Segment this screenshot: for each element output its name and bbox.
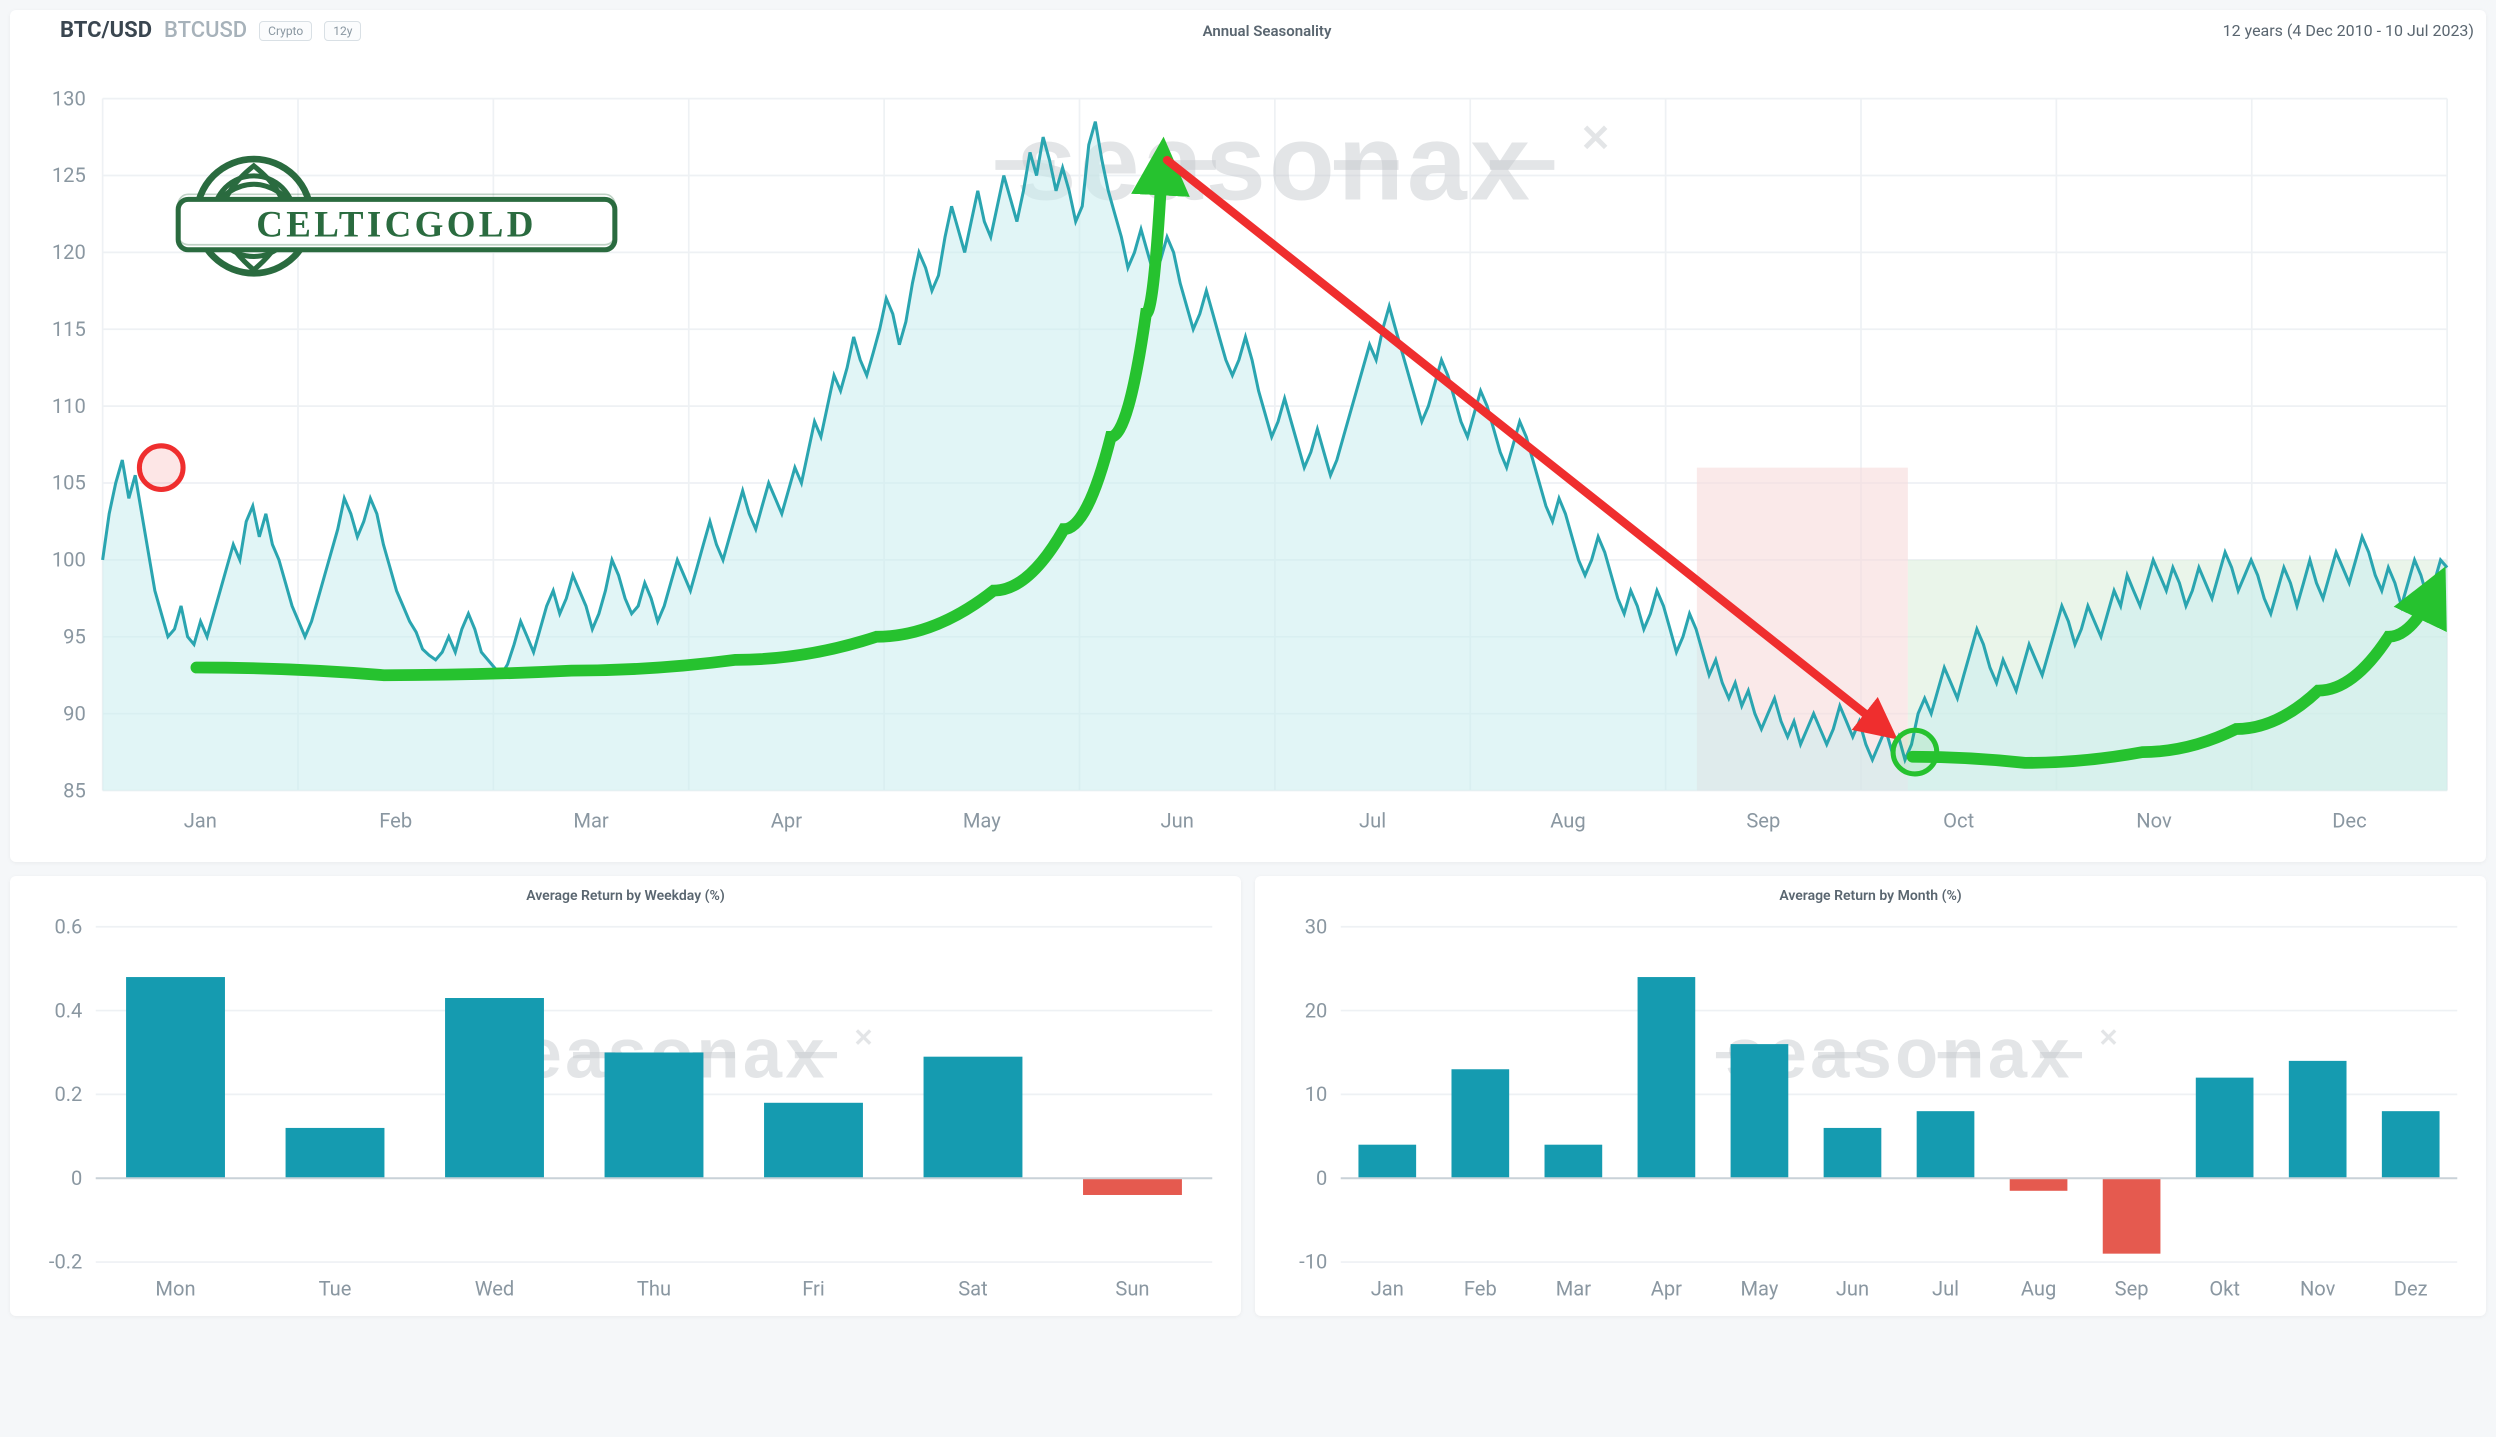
svg-text:Wed: Wed xyxy=(475,1276,515,1300)
svg-text:105: 105 xyxy=(52,471,86,495)
month-panel: Average Return by Month (%) -100102030se… xyxy=(1255,876,2486,1316)
svg-text:Sun: Sun xyxy=(1115,1276,1149,1300)
svg-text:Nov: Nov xyxy=(2136,808,2172,832)
svg-text:95: 95 xyxy=(63,624,86,648)
svg-text:130: 130 xyxy=(52,86,86,110)
svg-text:Fri: Fri xyxy=(802,1276,825,1300)
svg-text:Sep: Sep xyxy=(2115,1276,2149,1300)
svg-text:Mon: Mon xyxy=(155,1276,195,1300)
svg-text:Jan: Jan xyxy=(184,808,217,832)
weekday-chart: -0.200.20.40.6seasonax✕MonTueWedThuFriSa… xyxy=(22,910,1229,1312)
svg-text:May: May xyxy=(1741,1276,1779,1300)
svg-text:Nov: Nov xyxy=(2300,1276,2336,1300)
seasonality-panel: BTC/USD BTCUSD Crypto 12y Annual Seasona… xyxy=(10,10,2486,862)
svg-text:Apr: Apr xyxy=(1651,1276,1682,1300)
svg-text:Sat: Sat xyxy=(958,1276,987,1300)
svg-text:125: 125 xyxy=(52,163,86,187)
svg-text:CELTICGOLD: CELTICGOLD xyxy=(256,203,537,244)
svg-text:✕: ✕ xyxy=(1580,117,1615,159)
svg-text:100: 100 xyxy=(52,548,86,572)
svg-text:Sep: Sep xyxy=(1746,808,1780,832)
chart-header: BTC/USD BTCUSD Crypto 12y Annual Seasona… xyxy=(60,18,2474,43)
svg-text:Jul: Jul xyxy=(1359,808,1386,832)
svg-text:120: 120 xyxy=(52,240,86,264)
weekday-title: Average Return by Weekday (%) xyxy=(22,888,1229,904)
svg-text:0: 0 xyxy=(71,1166,82,1190)
svg-text:85: 85 xyxy=(63,778,86,802)
svg-text:Aug: Aug xyxy=(2021,1276,2056,1300)
svg-text:Tue: Tue xyxy=(319,1276,352,1300)
svg-text:Dec: Dec xyxy=(2332,808,2366,832)
svg-text:20: 20 xyxy=(1305,998,1328,1022)
svg-text:-0.2: -0.2 xyxy=(49,1249,82,1273)
svg-text:115: 115 xyxy=(52,317,86,341)
svg-text:0.2: 0.2 xyxy=(54,1082,82,1106)
svg-text:Jul: Jul xyxy=(1932,1276,1959,1300)
svg-text:✕: ✕ xyxy=(2098,1025,2122,1052)
svg-text:90: 90 xyxy=(63,701,86,725)
svg-text:Jun: Jun xyxy=(1836,1276,1869,1300)
svg-text:Thu: Thu xyxy=(637,1276,671,1300)
seasonality-chart: 85 90 95 100 105 110 115 120 125 130 Jan Feb Mar Apr M… xyxy=(22,18,2474,858)
svg-text:Aug: Aug xyxy=(1550,808,1585,832)
svg-text:Oct: Oct xyxy=(1943,808,1974,832)
chart-title: Annual Seasonality xyxy=(60,22,2474,40)
svg-text:Feb: Feb xyxy=(379,808,412,832)
svg-text:Mar: Mar xyxy=(573,808,609,832)
month-chart: -100102030seasonax✕JanFebMarAprMayJunJul… xyxy=(1267,910,2474,1312)
svg-text:Jan: Jan xyxy=(1371,1276,1404,1300)
svg-text:0.4: 0.4 xyxy=(54,998,82,1022)
svg-text:Okt: Okt xyxy=(2209,1276,2240,1300)
svg-text:Feb: Feb xyxy=(1464,1276,1497,1300)
svg-text:Dez: Dez xyxy=(2394,1276,2428,1300)
svg-text:0.6: 0.6 xyxy=(54,914,82,938)
svg-text:Mar: Mar xyxy=(1556,1276,1591,1300)
svg-text:Apr: Apr xyxy=(771,808,802,832)
svg-text:110: 110 xyxy=(52,394,86,418)
svg-text:May: May xyxy=(963,808,1001,832)
month-title: Average Return by Month (%) xyxy=(1267,888,2474,904)
svg-text:30: 30 xyxy=(1305,914,1328,938)
svg-text:-10: -10 xyxy=(1299,1249,1327,1273)
svg-text:Jun: Jun xyxy=(1161,808,1194,832)
svg-text:0: 0 xyxy=(1316,1166,1327,1190)
svg-text:10: 10 xyxy=(1305,1082,1328,1106)
svg-text:✕: ✕ xyxy=(853,1025,877,1052)
weekday-panel: Average Return by Weekday (%) -0.2 0 0.2 0.… xyxy=(10,876,1241,1316)
